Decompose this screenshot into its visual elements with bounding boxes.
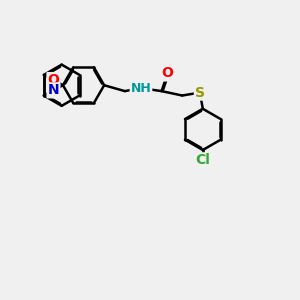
Text: Cl: Cl bbox=[195, 153, 210, 167]
Text: S: S bbox=[195, 85, 205, 100]
Text: O: O bbox=[47, 73, 59, 87]
Text: O: O bbox=[161, 66, 173, 80]
Text: N: N bbox=[48, 83, 59, 98]
Text: NH: NH bbox=[130, 82, 152, 95]
